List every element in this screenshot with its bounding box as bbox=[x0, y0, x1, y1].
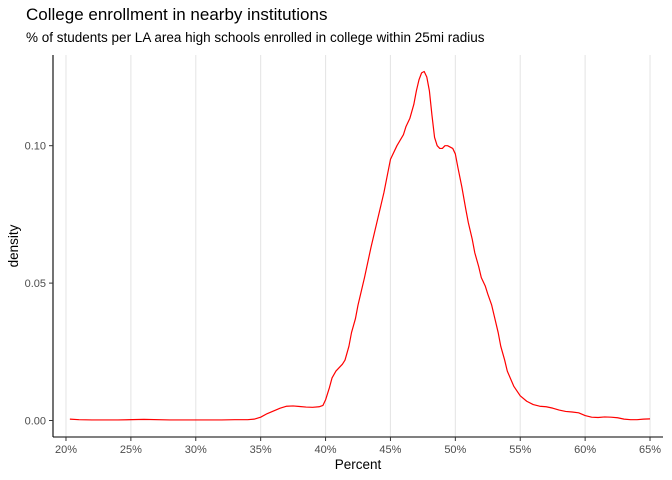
x-tick-label: 60% bbox=[574, 444, 596, 456]
x-tick-label: 55% bbox=[509, 444, 531, 456]
x-tick-label: 45% bbox=[379, 444, 401, 456]
x-tick-label: 40% bbox=[315, 444, 337, 456]
grid-layer bbox=[65, 55, 651, 437]
series-layer bbox=[69, 70, 651, 421]
x-tick-label: 25% bbox=[120, 444, 142, 456]
x-tick-label: 20% bbox=[55, 444, 77, 456]
x-tick-label: 50% bbox=[444, 444, 466, 456]
x-tick-label: 35% bbox=[250, 444, 272, 456]
x-tick-label: 30% bbox=[185, 444, 207, 456]
label-layer: 20% 25% 30% 35% 40% 45% 50% 55% 60% 65% 0.00 0.05 0.… bbox=[6, 141, 661, 472]
density-line bbox=[69, 70, 651, 421]
y-tick-label: 0.10 bbox=[25, 141, 46, 153]
y-tick-label: 0.00 bbox=[25, 416, 46, 428]
y-tick-label: 0.05 bbox=[25, 278, 46, 290]
x-tick-label: 65% bbox=[639, 444, 661, 456]
y-axis-title: density bbox=[6, 224, 21, 267]
chart-subtitle: % of students per LA area high schools e… bbox=[26, 30, 485, 45]
chart-title: College enrollment in nearby institution… bbox=[26, 5, 328, 24]
axis-layer bbox=[49, 55, 663, 441]
x-axis-title: Percent bbox=[335, 457, 382, 472]
